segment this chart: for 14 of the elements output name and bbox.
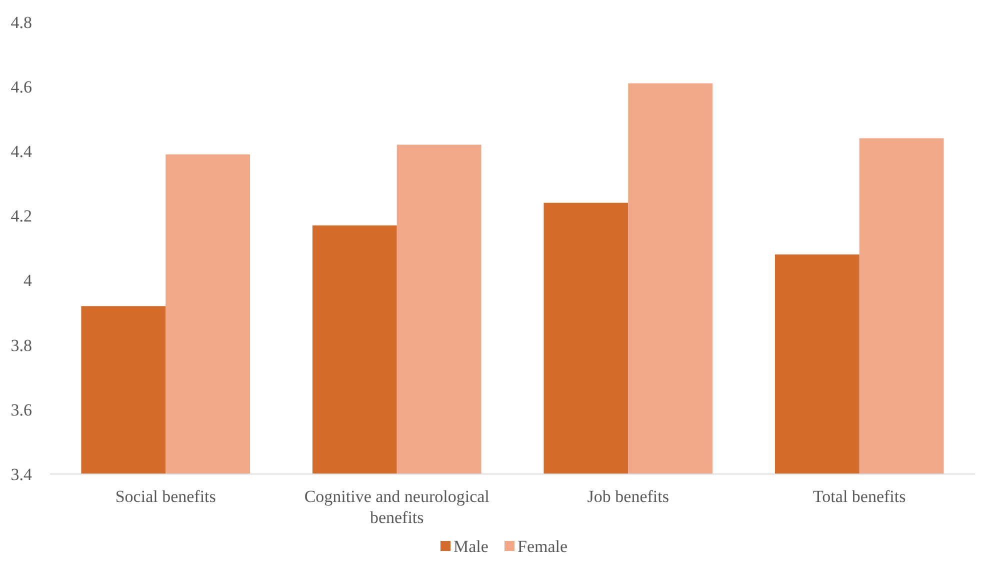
y-tick-label: 3.6 (10, 400, 32, 420)
y-tick-label: 4 (24, 271, 32, 290)
legend-label: Female (518, 536, 568, 556)
x-tick-label: Cognitive and neurological benefits (304, 487, 490, 527)
y-tick-label: 4.6 (10, 78, 32, 97)
y-tick-label: 3.4 (10, 464, 32, 484)
x-tick-label: Total benefits (812, 487, 906, 506)
y-tick-label: 4.4 (10, 142, 32, 162)
legend-label: Male (454, 536, 488, 556)
x-tick-label: Job benefits (587, 487, 669, 506)
y-tick-label: 4.8 (10, 12, 32, 32)
y-tick-label: 4.2 (10, 206, 32, 226)
y-tick-label: 3.8 (10, 336, 32, 355)
x-tick-label: Social benefits (115, 487, 216, 506)
